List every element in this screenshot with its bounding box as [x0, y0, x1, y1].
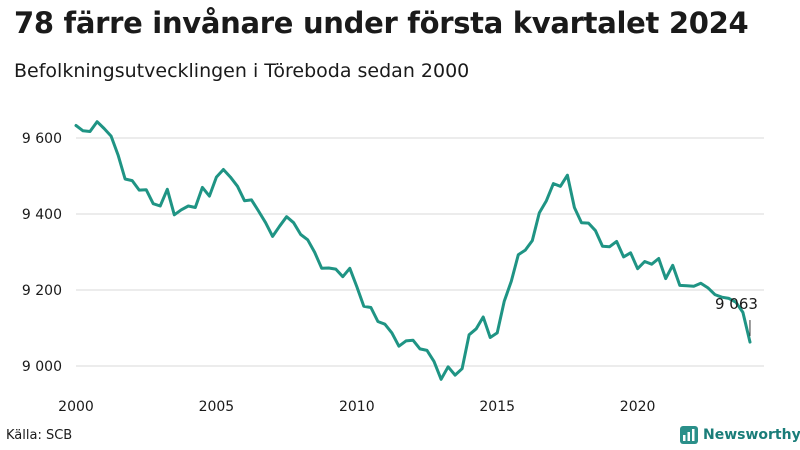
x-tick-label: 2015 [479, 399, 515, 415]
y-tick-label: 9 200 [22, 283, 62, 299]
y-tick-label: 9 600 [22, 131, 62, 147]
series-line [74, 120, 752, 381]
y-tick-label: 9 000 [22, 359, 62, 375]
y-tick-label: 9 400 [22, 207, 62, 223]
x-tick-label: 2000 [58, 399, 94, 415]
brand-name: Newsworthy [703, 427, 800, 443]
newsworthy-icon [680, 426, 698, 444]
annotation-label: 9 063 [715, 295, 758, 313]
chart-title: 78 färre invånare under första kvartalet… [14, 6, 749, 40]
x-tick-label: 2010 [339, 399, 375, 415]
brand-logo: Newsworthy [680, 426, 800, 444]
source-note: Källa: SCB [6, 428, 73, 443]
x-tick-label: 2020 [620, 399, 656, 415]
chart-subtitle: Befolkningsutvecklingen i Töreboda sedan… [14, 60, 470, 82]
x-tick-label: 2005 [199, 399, 235, 415]
